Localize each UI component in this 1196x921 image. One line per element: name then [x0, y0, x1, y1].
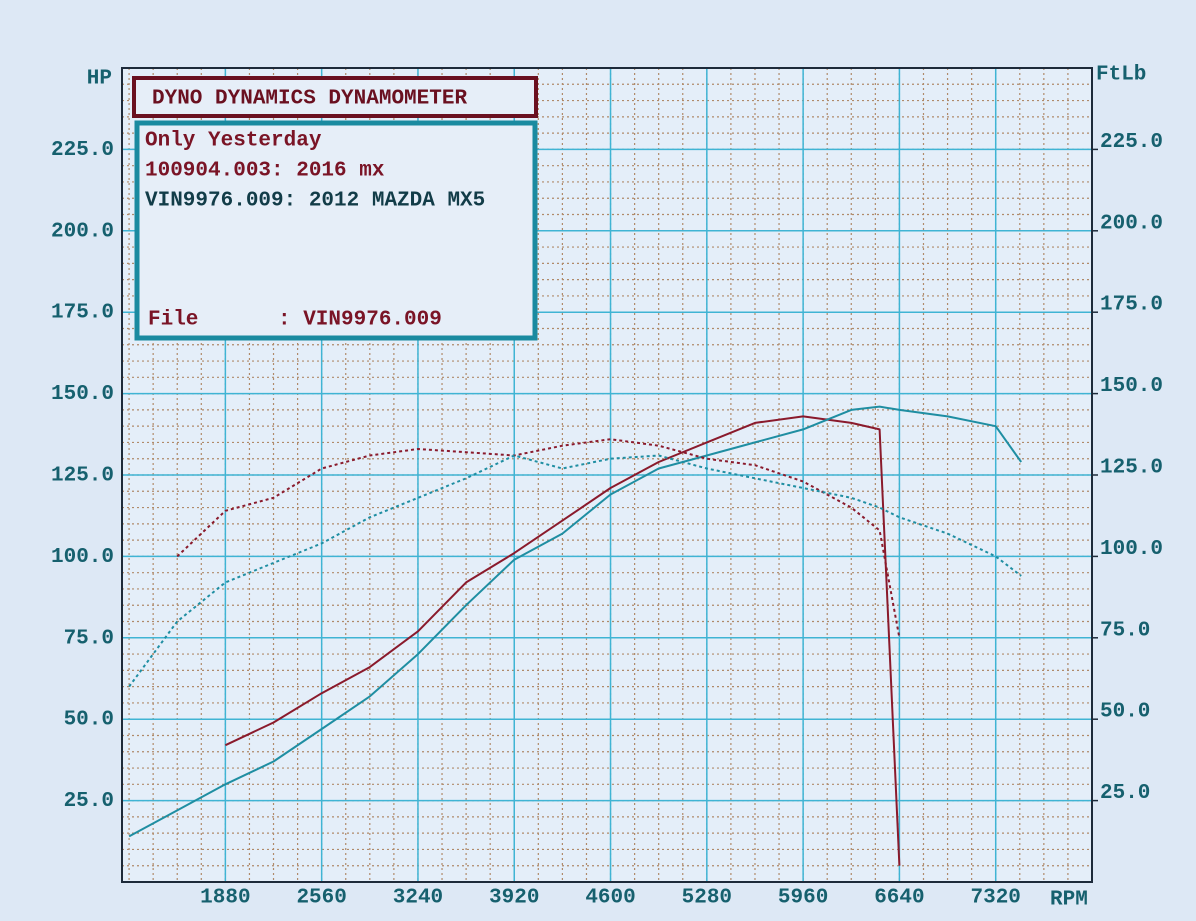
y-tick-label: 175.0: [51, 302, 114, 325]
info-box: [134, 120, 538, 341]
y-tick-label: 225.0: [51, 139, 114, 162]
x-tick-label: 4600: [585, 887, 635, 910]
y-tick-label: 25.0: [64, 790, 114, 813]
file-value: : VIN9976.009: [278, 309, 442, 332]
x-tick-label: 3920: [489, 887, 539, 910]
x-axis-label: RPM: [1050, 889, 1088, 912]
y2-tick-label: 225.0: [1100, 131, 1163, 154]
y2-tick-label: 50.0: [1100, 701, 1150, 724]
y2-axis-label: FtLb: [1096, 64, 1146, 87]
y-tick-label: 100.0: [51, 546, 114, 569]
x-tick-label: 7320: [970, 887, 1020, 910]
y2-tick-label: 175.0: [1100, 294, 1163, 317]
series-line: [176, 438, 901, 638]
y2-tick-label: 125.0: [1100, 457, 1163, 480]
ticks: 1880 2560 3240 3920 4600 5280 5960 6640 7320 25.0…: [51, 131, 1163, 910]
series-line: [128, 454, 1022, 688]
info-lines: Only Yesterday 100904.003: 2016 mx VIN9976…: [145, 130, 485, 213]
y2-tick-label: 75.0: [1100, 619, 1150, 642]
series-line: [128, 405, 1023, 838]
x-tick-label: 5280: [682, 887, 732, 910]
title-box: [132, 76, 538, 118]
y-tick-label: 150.0: [51, 383, 114, 406]
lines: [128, 405, 1023, 866]
y-tick-label: 75.0: [64, 627, 114, 650]
x-tick-label: 6640: [874, 887, 924, 910]
y2-tick-label: 25.0: [1100, 782, 1150, 805]
y-tick-label: 50.0: [64, 709, 114, 732]
y2-tick-label: 150.0: [1100, 375, 1163, 398]
file-label: File: [148, 309, 198, 332]
x-tick-label: 3240: [393, 887, 443, 910]
x-tick-label: 5960: [778, 887, 828, 910]
info-line: Only Yesterday: [145, 130, 322, 153]
info-line: VIN9976.009: 2012 MAZDA MX5: [145, 190, 485, 213]
info-line: 100904.003: 2016 mx: [145, 160, 385, 183]
y-tick-label: 200.0: [51, 220, 114, 243]
y2-tick-label: 200.0: [1100, 212, 1163, 235]
x-tick-label: 1880: [200, 887, 250, 910]
chart-title: DYNO DYNAMICS DYNAMOMETER: [152, 88, 467, 111]
y-tick-label: 125.0: [51, 465, 114, 488]
y-axis-label: HP: [87, 68, 112, 91]
x-tick-label: 2560: [296, 887, 346, 910]
y2-tick-label: 100.0: [1100, 538, 1163, 561]
